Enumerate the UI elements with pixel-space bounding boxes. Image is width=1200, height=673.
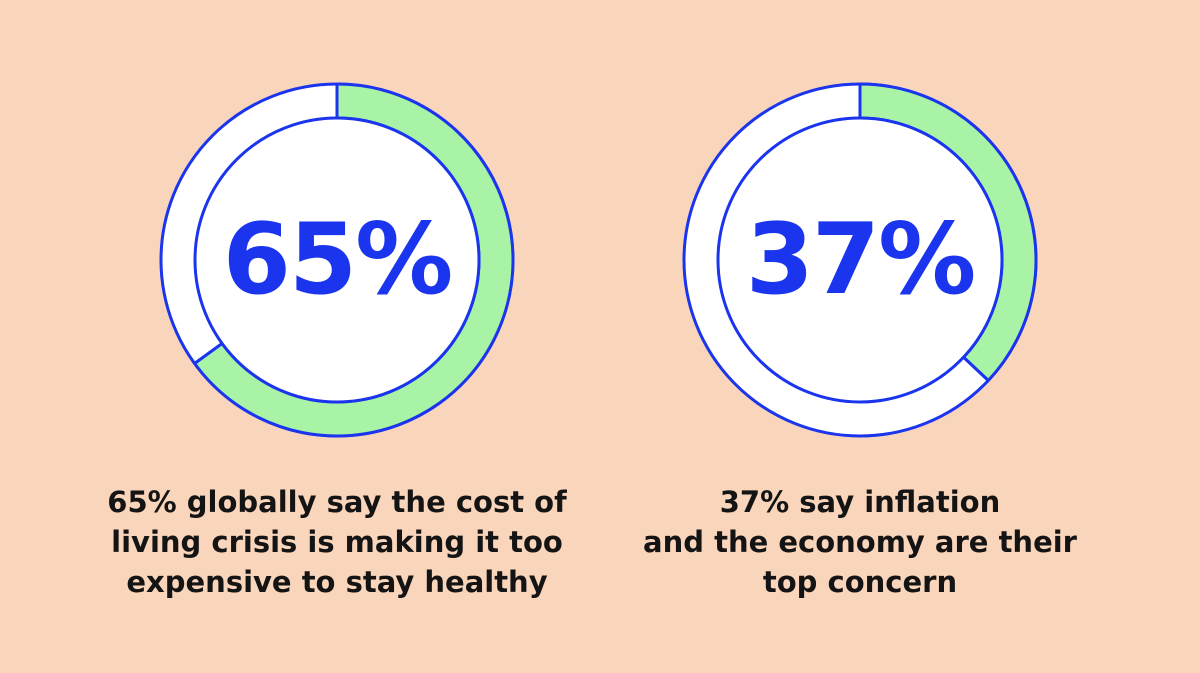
caption-2-line-2: and the economy are their xyxy=(643,525,1077,559)
caption-1-line-1: 65% globally say the cost of xyxy=(107,485,567,519)
caption-1-line-2: living crisis is making it too xyxy=(111,525,563,559)
caption-1-line-3: expensive to stay healthy xyxy=(126,565,548,599)
caption-2-line-3: top concern xyxy=(762,565,958,599)
donut-svg-1 xyxy=(159,82,515,438)
donut-chart-1: 65% xyxy=(157,80,517,440)
donut-2-end-tick xyxy=(962,356,990,382)
donut-1-end-tick xyxy=(193,342,224,365)
donut-svg-2 xyxy=(682,82,1038,438)
donut-2-value-label: 37% xyxy=(745,203,977,317)
donut-1-value-label: 65% xyxy=(222,203,454,317)
caption-2-line-1: 37% say inflation xyxy=(719,485,1001,519)
caption-1: 65% globally say the cost of living cris… xyxy=(77,482,597,602)
donut-chart-2: 37% xyxy=(680,80,1040,440)
caption-2: 37% say inflation and the economy are th… xyxy=(600,482,1120,602)
